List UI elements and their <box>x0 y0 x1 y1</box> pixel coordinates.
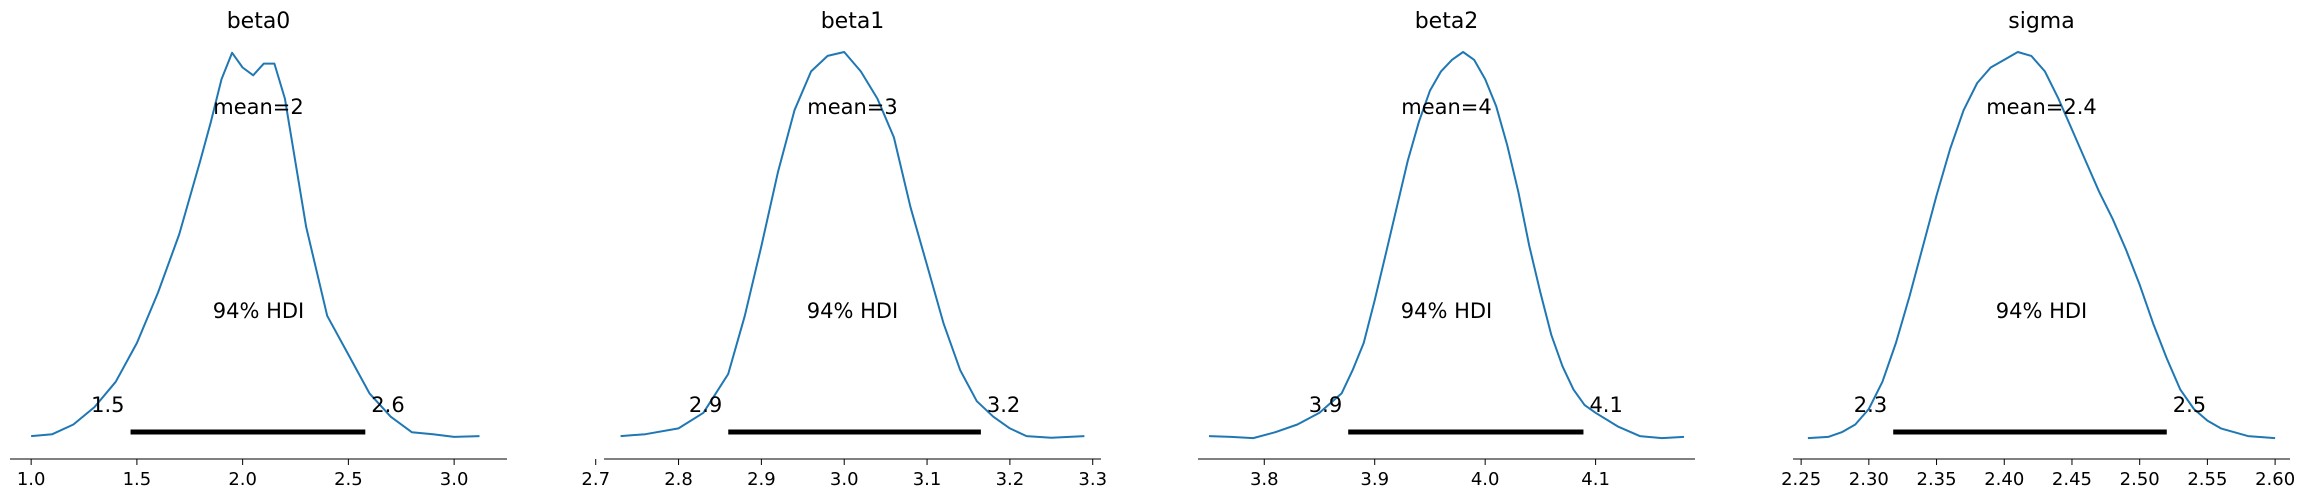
hdi-label: 94% HDI <box>1996 299 2088 323</box>
panel-title: beta0 <box>227 9 291 34</box>
density-curve <box>620 51 1085 439</box>
hdi-low-label: 1.5 <box>91 393 124 417</box>
x-tick-label: 3.0 <box>830 469 859 490</box>
panel-title: sigma <box>2008 9 2074 34</box>
hdi-high-label: 3.2 <box>987 393 1020 417</box>
mean-label: mean=2 <box>213 95 304 119</box>
x-tick-label: 3.2 <box>996 469 1025 490</box>
x-tick-label: 2.8 <box>664 469 693 490</box>
density-curve <box>1208 51 1685 440</box>
hdi-high-label: 4.1 <box>1589 393 1622 417</box>
x-tick-label: 3.0 <box>440 469 469 490</box>
x-tick-label: 1.0 <box>17 469 46 490</box>
x-tick-label: 2.5 <box>334 469 363 490</box>
panel-title: beta1 <box>821 9 885 34</box>
hdi-label: 94% HDI <box>1401 299 1493 323</box>
mean-label: mean=4 <box>1401 95 1492 119</box>
x-tick-label: 2.40 <box>1984 469 2024 490</box>
hdi-high-label: 2.5 <box>2173 393 2206 417</box>
density-curve <box>1807 51 2276 440</box>
mean-label: mean=3 <box>807 95 898 119</box>
density-curve <box>31 51 480 438</box>
panel-sigma: sigma mean=2.4 94% HDI 2.3 2.5 2.25 2.30 2.35 2.… <box>1781 9 2295 490</box>
x-tick-label: 2.25 <box>1781 469 1821 490</box>
x-tick-label: 2.0 <box>228 469 257 490</box>
x-tick-label: 2.35 <box>1917 469 1957 490</box>
panel-beta2: beta2 mean=4 94% HDI 3.9 4.1 3.8 3.9 4.0 4.1 <box>1198 9 1695 490</box>
x-tick-label: 4.1 <box>1581 469 1610 490</box>
x-tick-label: 3.1 <box>913 469 942 490</box>
panel-beta0: beta0 mean=2 94% HDI 1.5 2.6 1.0 1.5 2.0 2.5 3.0 <box>10 9 507 490</box>
hdi-low-label: 2.3 <box>1854 393 1887 417</box>
x-tick-label: 4.0 <box>1471 469 1500 490</box>
x-tick-label: 2.55 <box>2187 469 2227 490</box>
hdi-label: 94% HDI <box>807 299 899 323</box>
x-tick-label: 2.50 <box>2120 469 2160 490</box>
hdi-label: 94% HDI <box>213 299 305 323</box>
x-tick-label: 1.5 <box>123 469 152 490</box>
x-tick-label: 3.3 <box>1078 469 1107 490</box>
mean-label: mean=2.4 <box>1986 95 2097 119</box>
x-tick-label: 2.30 <box>1849 469 1889 490</box>
x-tick-label: 3.8 <box>1250 469 1279 490</box>
x-tick-label: 3.9 <box>1360 469 1389 490</box>
x-tick-label: 2.60 <box>2255 469 2295 490</box>
panel-beta1: beta1 mean=3 94% HDI 2.9 3.2 2.7 2.8 2.9 3.0 3.1 3… <box>581 9 1107 490</box>
x-tick-label: 2.9 <box>747 469 776 490</box>
x-tick-label: 2.7 <box>581 469 610 490</box>
x-tick-label: 2.45 <box>2052 469 2092 490</box>
panel-title: beta2 <box>1415 9 1479 34</box>
hdi-low-label: 2.9 <box>689 393 722 417</box>
hdi-high-label: 2.6 <box>371 393 404 417</box>
hdi-low-label: 3.9 <box>1309 393 1342 417</box>
